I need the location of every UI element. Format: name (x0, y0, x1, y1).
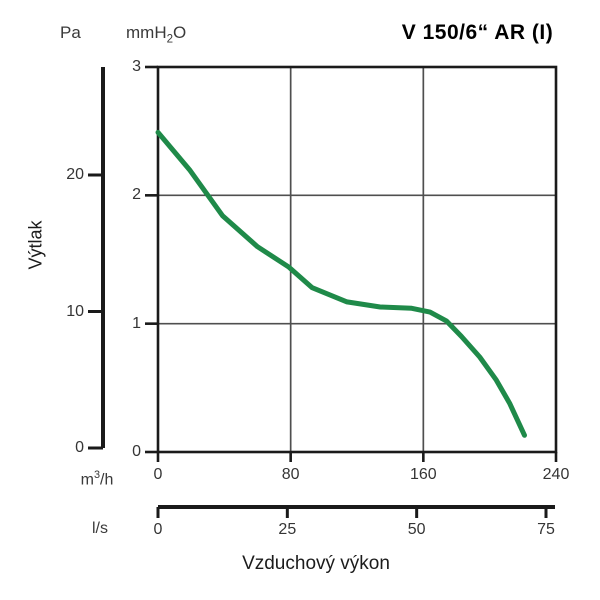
m3h-unit-label: m3/h (81, 469, 114, 489)
mmh2o-unit-text: mmH (126, 23, 167, 42)
x-axis-title: Vzduchový výkon (242, 553, 390, 574)
ls-tick-label-75: 75 (537, 521, 555, 538)
m3h-tick-label-0: 0 (153, 466, 163, 483)
chart-title: V 150/6“ AR (I) (401, 21, 554, 44)
pa-tick-label-10: 10 (66, 302, 84, 320)
pa-tick-label-20: 20 (66, 166, 84, 183)
ls-tick-label-0: 0 (153, 521, 163, 538)
pa-unit-label: Pa (60, 23, 81, 42)
plot-border (156, 65, 558, 454)
m3h-tick-label-80: 80 (281, 466, 300, 483)
m3h-unit-text: m (80, 471, 94, 489)
m3h-tick-label-240: 240 (542, 466, 570, 483)
mmh2o-tick-label-0: 0 (132, 443, 141, 460)
ls-unit-label: l/s (92, 520, 108, 537)
ls-tick-label-25: 25 (278, 521, 297, 538)
m3h-tick-label-160: 160 (409, 466, 437, 483)
m3h-unit-superscript: 3 (93, 469, 101, 481)
m3h-unit-text-end: /h (100, 471, 114, 489)
fan-curve-0 (155, 129, 527, 438)
mmh2o-unit-label: mmH2O (126, 23, 186, 45)
mmh2o-unit-subscript: 2 (166, 33, 174, 46)
pa-tick-label-0: 0 (75, 439, 84, 456)
ls-tick-label-50: 50 (407, 521, 426, 538)
mmh2o-tick-label-3: 3 (132, 58, 141, 75)
mmh2o-tick-label-2: 2 (132, 186, 141, 204)
mmh2o-unit-text-end: O (173, 23, 187, 42)
mmh2o-tick-label-1: 1 (132, 314, 141, 332)
